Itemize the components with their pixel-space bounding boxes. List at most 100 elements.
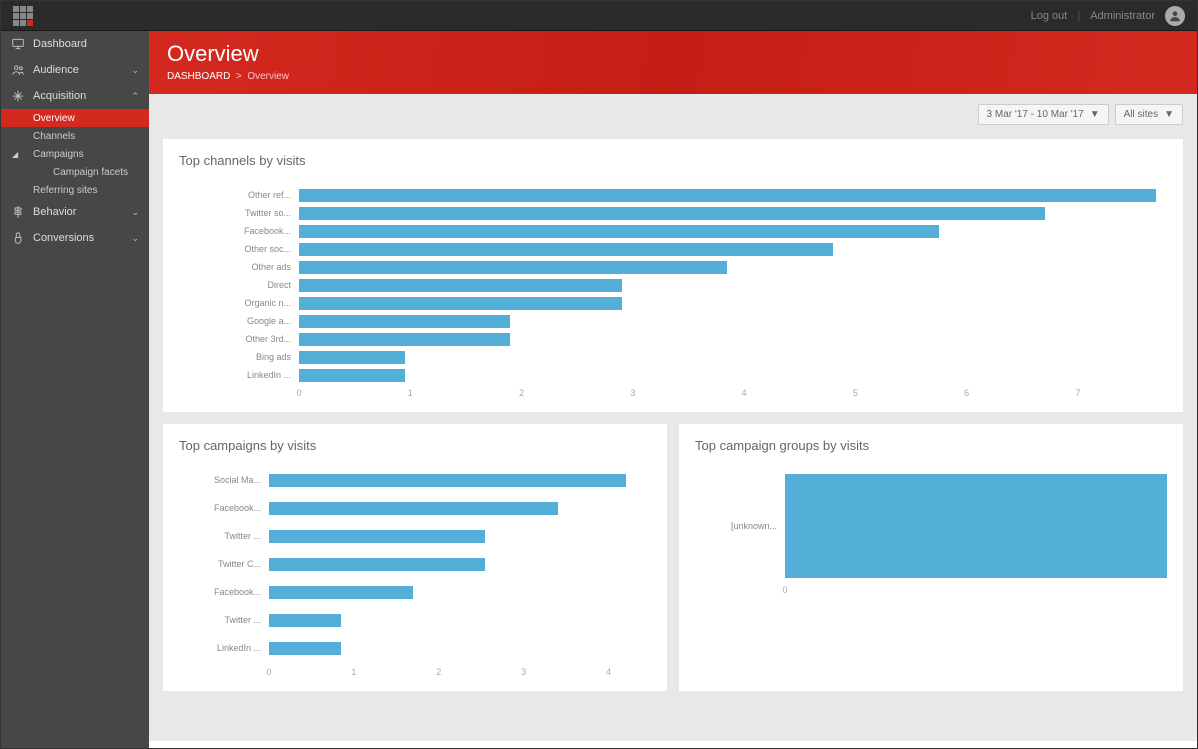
- chart-bar-row: Google a...: [179, 312, 1167, 330]
- bar-fill: [299, 351, 405, 364]
- chart-x-axis: 01234: [179, 667, 651, 681]
- sidebar-item-label: Acquisition: [33, 90, 86, 102]
- chart-bar-row: Other 3rd...: [179, 330, 1167, 348]
- logout-link[interactable]: Log out: [1031, 10, 1068, 22]
- axis-tick: 0: [266, 667, 271, 677]
- user-label[interactable]: Administrator: [1090, 10, 1155, 22]
- sidebar-sub-label: Referring sites: [33, 185, 97, 196]
- bar-label: Twitter C...: [179, 559, 269, 569]
- arrows-icon: [11, 89, 25, 103]
- chart-bar-row: Facebook...: [179, 499, 651, 517]
- breadcrumb-root[interactable]: DASHBOARD: [167, 71, 230, 82]
- sidebar-sub-label: Overview: [33, 113, 75, 124]
- chart-bar-row: Other ref...: [179, 186, 1167, 204]
- tap-icon: [11, 231, 25, 245]
- chart-bar-row: Twitter so...: [179, 204, 1167, 222]
- sidebar-item-audience[interactable]: Audience ⌄: [1, 57, 149, 83]
- chevron-down-icon: ⌄: [131, 233, 139, 244]
- bar-fill: [299, 333, 510, 346]
- sidebar-sub-campaigns[interactable]: ◢Campaigns: [1, 145, 149, 163]
- sidebar-sub-referring-sites[interactable]: Referring sites: [1, 181, 149, 199]
- chart-bar-row: LinkedIn ...: [179, 366, 1167, 384]
- bar-label: Facebook...: [179, 226, 299, 236]
- chart-bar-row: Facebook...: [179, 583, 651, 601]
- bar-label: Other soc...: [179, 244, 299, 254]
- chevron-down-icon: ▼: [1164, 109, 1174, 120]
- panel-top-campaign-groups: Top campaign groups by visits [unknown..…: [679, 424, 1183, 691]
- bar-fill: [269, 558, 485, 571]
- bar-label: LinkedIn ...: [179, 643, 269, 653]
- breadcrumb: DASHBOARD > Overview: [167, 71, 1179, 82]
- bar-label: [unknown...: [695, 521, 785, 531]
- panel-title: Top campaigns by visits: [179, 438, 651, 453]
- chevron-down-icon: ⌄: [131, 65, 139, 76]
- bar-fill: [299, 261, 727, 274]
- sidebar-sub-label: Channels: [33, 131, 75, 142]
- chart-x-axis: 01234567: [179, 388, 1167, 402]
- panel-top-campaigns: Top campaigns by visits Social Ma... Face…: [163, 424, 667, 691]
- caret-icon: ◢: [12, 150, 18, 159]
- bar-label: LinkedIn ...: [179, 370, 299, 380]
- axis-tick: 2: [519, 388, 524, 398]
- bar-fill: [299, 297, 622, 310]
- bar-label: Facebook...: [179, 503, 269, 513]
- axis-tick: 0: [782, 585, 787, 595]
- sidebar-item-dashboard[interactable]: Dashboard: [1, 31, 149, 57]
- chart-bar-row: Organic n...: [179, 294, 1167, 312]
- bar-fill: [299, 207, 1045, 220]
- chart-bar-row: Twitter C...: [179, 555, 651, 573]
- sidebar-sub-overview[interactable]: Overview: [1, 109, 149, 127]
- date-range-filter[interactable]: 3 Mar '17 - 10 Mar '17▼: [978, 104, 1109, 125]
- breadcrumb-current: Overview: [247, 71, 289, 82]
- chart-bar-row: Bing ads: [179, 348, 1167, 366]
- sidebar-item-label: Audience: [33, 64, 79, 76]
- page-header: Overview DASHBOARD > Overview: [149, 31, 1197, 94]
- chart-bar-row: Twitter ...: [179, 611, 651, 629]
- bar-fill: [299, 225, 939, 238]
- sidebar-item-behavior[interactable]: Behavior⌄: [1, 199, 149, 225]
- bar-label: Direct: [179, 280, 299, 290]
- bar-label: Other ref...: [179, 190, 299, 200]
- sidebar-item-acquisition[interactable]: Acquisition ⌃: [1, 83, 149, 109]
- chart-x-axis: 0: [695, 585, 1167, 599]
- bar-label: Twitter ...: [179, 531, 269, 541]
- bar-fill: [785, 474, 1167, 578]
- sidebar-sub-channels[interactable]: Channels: [1, 127, 149, 145]
- sidebar-sub-campaign-facets[interactable]: Campaign facets: [1, 163, 149, 181]
- chart-bar-row: Social Ma...: [179, 471, 651, 489]
- sidebar: Dashboard Audience ⌄ Acquisition ⌃ Overview Ch…: [1, 31, 149, 748]
- bar-label: Bing ads: [179, 352, 299, 362]
- bar-fill: [269, 502, 558, 515]
- top-campaigns-chart: Social Ma... Facebook... Twitter ... Twitte…: [179, 471, 651, 681]
- sidebar-item-conversions[interactable]: Conversions⌄: [1, 225, 149, 251]
- panel-title: Top campaign groups by visits: [695, 438, 1167, 453]
- bar-fill: [299, 315, 510, 328]
- bar-fill: [269, 474, 626, 487]
- top-channels-chart: Other ref... Twitter so... Facebook... Othe…: [179, 186, 1167, 402]
- chart-bar-row: Facebook...: [179, 222, 1167, 240]
- bar-label: Organic n...: [179, 298, 299, 308]
- bar-fill: [269, 530, 485, 543]
- bar-label: Google a...: [179, 316, 299, 326]
- monitor-icon: [11, 37, 25, 51]
- signpost-icon: [11, 205, 25, 219]
- content-area: Overview DASHBOARD > Overview 3 Mar '17 …: [149, 31, 1197, 748]
- bar-label: Other 3rd...: [179, 334, 299, 344]
- sidebar-item-label: Dashboard: [33, 38, 87, 50]
- panel-top-channels: Top channels by visits Other ref... Twitt…: [163, 139, 1183, 412]
- axis-tick: 4: [606, 667, 611, 677]
- avatar-icon[interactable]: [1165, 6, 1185, 26]
- chart-bar-row: Other ads: [179, 258, 1167, 276]
- bar-fill: [269, 586, 413, 599]
- bar-label: Twitter ...: [179, 615, 269, 625]
- divider: |: [1077, 10, 1080, 22]
- filter-bar: 3 Mar '17 - 10 Mar '17▼ All sites▼: [163, 104, 1183, 125]
- topbar: Log out | Administrator: [1, 1, 1197, 31]
- chart-bar-row: Direct: [179, 276, 1167, 294]
- panel-title: Top channels by visits: [179, 153, 1167, 168]
- chevron-up-icon: ⌃: [131, 91, 139, 102]
- chevron-down-icon: ⌄: [131, 207, 139, 218]
- bar-fill: [299, 369, 405, 382]
- app-logo-icon[interactable]: [13, 6, 33, 26]
- sites-filter[interactable]: All sites▼: [1115, 104, 1183, 125]
